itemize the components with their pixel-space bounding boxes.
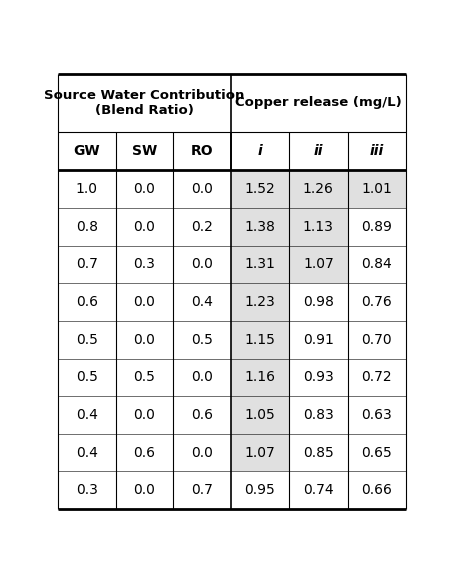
Text: 0.0: 0.0	[134, 333, 155, 347]
Text: 0.0: 0.0	[134, 220, 155, 234]
Text: 0.4: 0.4	[191, 295, 213, 309]
Bar	[231, 434, 289, 472]
Bar	[289, 170, 347, 208]
Text: i: i	[257, 144, 262, 158]
Text: 0.3: 0.3	[76, 483, 98, 497]
Text: 0.65: 0.65	[361, 446, 392, 460]
Text: GW: GW	[73, 144, 100, 158]
Text: 0.6: 0.6	[133, 446, 155, 460]
Text: ii: ii	[313, 144, 323, 158]
Text: 0.6: 0.6	[76, 295, 98, 309]
Text: 1.31: 1.31	[245, 257, 275, 271]
Text: 0.7: 0.7	[76, 257, 98, 271]
Text: 1.16: 1.16	[244, 370, 275, 384]
Text: 0.0: 0.0	[191, 257, 213, 271]
Text: 0.83: 0.83	[303, 408, 334, 422]
Text: 1.07: 1.07	[245, 446, 275, 460]
Text: 1.15: 1.15	[245, 333, 275, 347]
Text: 0.4: 0.4	[76, 408, 98, 422]
Text: 0.66: 0.66	[361, 483, 392, 497]
Text: 1.26: 1.26	[303, 182, 334, 196]
Text: 0.74: 0.74	[303, 483, 334, 497]
Text: 0.70: 0.70	[361, 333, 392, 347]
Text: 0.95: 0.95	[245, 483, 275, 497]
Bar	[231, 321, 289, 359]
Text: 0.63: 0.63	[361, 408, 392, 422]
Text: 1.23: 1.23	[245, 295, 275, 309]
Text: 0.5: 0.5	[134, 370, 155, 384]
Text: 0.98: 0.98	[303, 295, 334, 309]
Text: 1.07: 1.07	[303, 257, 334, 271]
Text: 0.0: 0.0	[191, 182, 213, 196]
Bar	[231, 208, 289, 246]
Text: 1.13: 1.13	[303, 220, 334, 234]
Text: 0.0: 0.0	[134, 182, 155, 196]
Text: 0.0: 0.0	[191, 446, 213, 460]
Text: 0.0: 0.0	[134, 408, 155, 422]
Text: 1.0: 1.0	[76, 182, 98, 196]
Text: 0.5: 0.5	[76, 370, 98, 384]
Text: 0.5: 0.5	[191, 333, 213, 347]
Text: 0.84: 0.84	[361, 257, 392, 271]
Text: 0.0: 0.0	[191, 370, 213, 384]
Bar	[231, 246, 289, 283]
Bar	[289, 208, 347, 246]
Text: 0.91: 0.91	[303, 333, 334, 347]
Text: RO: RO	[191, 144, 213, 158]
Bar	[231, 359, 289, 396]
Bar	[289, 246, 347, 283]
Bar	[231, 283, 289, 321]
Text: 0.2: 0.2	[191, 220, 213, 234]
Text: SW: SW	[132, 144, 157, 158]
Text: 0.8: 0.8	[76, 220, 98, 234]
Text: 1.52: 1.52	[245, 182, 275, 196]
Text: Copper release (mg/L): Copper release (mg/L)	[235, 97, 402, 109]
Text: 1.05: 1.05	[245, 408, 275, 422]
Text: 0.7: 0.7	[191, 483, 213, 497]
Bar	[231, 396, 289, 434]
Text: 0.3: 0.3	[134, 257, 155, 271]
Text: 1.01: 1.01	[361, 182, 392, 196]
Text: iii: iii	[370, 144, 384, 158]
Text: Source Water Contribution
(Blend Ratio): Source Water Contribution (Blend Ratio)	[44, 89, 245, 117]
Bar	[231, 170, 289, 208]
Text: 0.0: 0.0	[134, 483, 155, 497]
Text: 0.76: 0.76	[361, 295, 392, 309]
Text: 0.85: 0.85	[303, 446, 334, 460]
Text: 0.4: 0.4	[76, 446, 98, 460]
Text: 0.93: 0.93	[303, 370, 334, 384]
Bar	[347, 170, 406, 208]
Text: 0.72: 0.72	[361, 370, 392, 384]
Text: 0.5: 0.5	[76, 333, 98, 347]
Text: 0.89: 0.89	[361, 220, 392, 234]
Text: 1.38: 1.38	[245, 220, 275, 234]
Text: 0.0: 0.0	[134, 295, 155, 309]
Text: 0.6: 0.6	[191, 408, 213, 422]
